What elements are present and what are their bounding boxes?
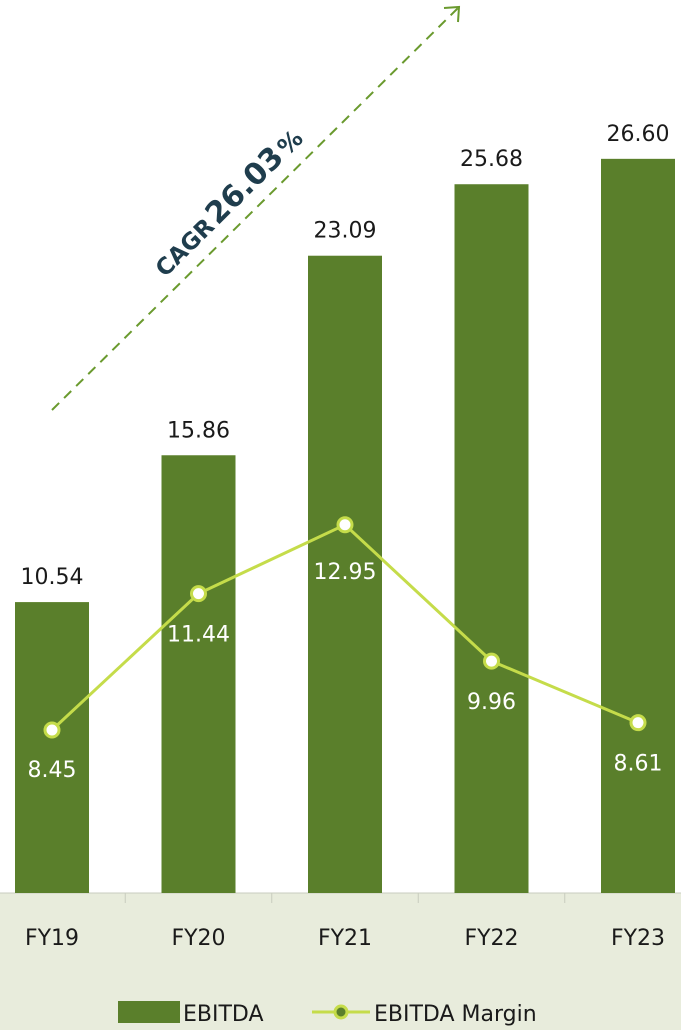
margin-point-fy22 (483, 652, 500, 670)
cagr-annotation: CAGR26.03% (51, 5, 461, 411)
cagr-arrow-line (51, 7, 459, 411)
bar-label-fy21: 23.09 (314, 219, 377, 244)
legend: EBITDA EBITDA Margin (118, 1001, 537, 1027)
legend-ebitda-swatch (118, 1001, 180, 1023)
x-tick-label-fy22: FY22 (464, 926, 518, 951)
legend-ebitda-label: EBITDA (183, 1002, 264, 1027)
margin-line: 8.45 11.44 12.95 9.96 8.61 (28, 516, 663, 783)
margin-point-fy21 (336, 516, 354, 534)
bar-label-fy20: 15.86 (167, 418, 230, 443)
margin-label-fy21: 12.95 (314, 560, 377, 585)
margin-label-fy23: 8.61 (614, 752, 663, 777)
bar-label-fy22: 25.68 (460, 147, 523, 172)
bars (15, 158, 675, 894)
margin-label-fy19: 8.45 (28, 758, 77, 783)
legend-margin-label: EBITDA Margin (374, 1002, 537, 1027)
x-tick-labels: FY19 FY20 FY21 FY22 FY23 (25, 926, 665, 951)
margin-point-fy20 (190, 585, 207, 603)
margin-point-fy19 (43, 721, 61, 739)
bar-fy22 (454, 184, 529, 893)
bar-fy20 (161, 455, 236, 893)
cagr-text: CAGR26.03% (146, 121, 310, 284)
bar-fy23 (601, 158, 675, 894)
bar-label-fy19: 10.54 (21, 565, 84, 590)
x-tick-label-fy21: FY21 (318, 926, 372, 951)
bar-fy21 (308, 255, 382, 893)
legend-margin-marker (333, 1004, 349, 1020)
bar-fy19 (15, 602, 89, 893)
margin-label-fy20: 11.44 (167, 623, 230, 648)
x-axis-ticks (124, 893, 566, 903)
bar-label-fy23: 26.60 (607, 122, 670, 147)
x-tick-label-fy23: FY23 (611, 926, 665, 951)
cagr-arrowhead-icon (443, 5, 461, 23)
margin-label-fy22: 9.96 (467, 690, 516, 715)
x-tick-label-fy19: FY19 (25, 926, 79, 951)
margin-point-fy23 (629, 714, 647, 732)
bar-labels: 10.54 15.86 23.09 25.68 26.60 (21, 122, 670, 590)
x-tick-label-fy20: FY20 (171, 926, 225, 951)
cagr-prefix: CAGR (151, 213, 220, 282)
